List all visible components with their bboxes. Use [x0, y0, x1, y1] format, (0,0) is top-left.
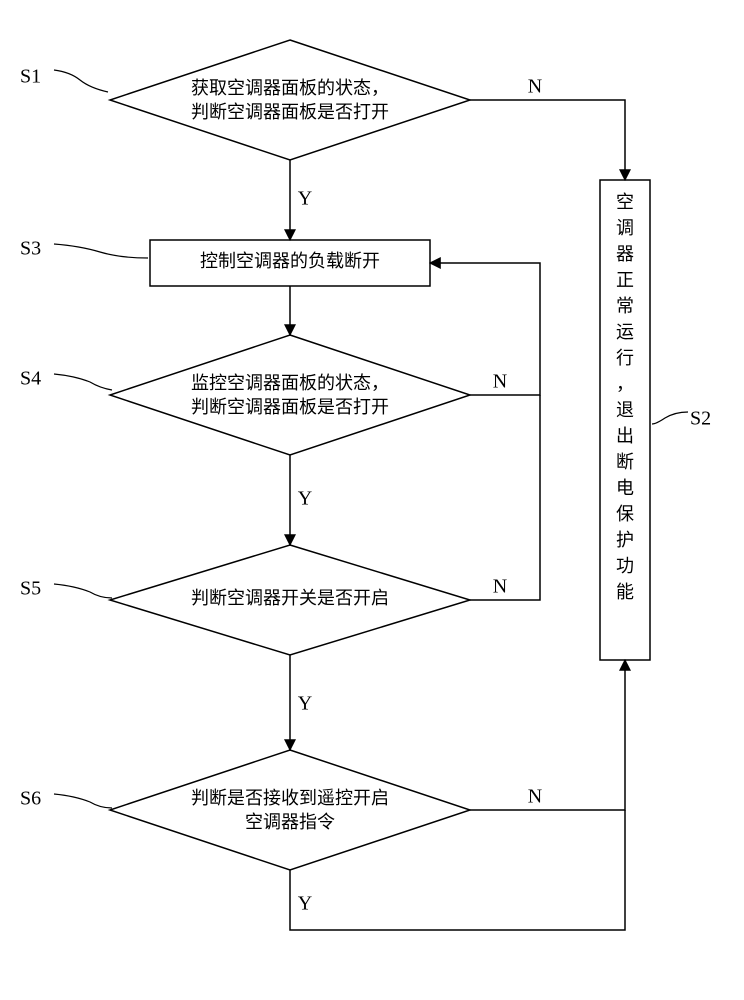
node-s6: 判断是否接收到遥控开启 空调器指令: [110, 750, 470, 870]
s1-line1: 获取空调器面板的状态，: [191, 78, 389, 98]
s2-vertical-text: 空调器正常运行，退出断电保护功能: [616, 192, 634, 602]
diamond-s6: [110, 750, 470, 870]
edgelabel-s4-y: Y: [298, 488, 312, 510]
edgelabel-s6-y: Y: [298, 893, 312, 915]
label-s4: S4: [20, 368, 41, 390]
edge-s1-s2: [470, 100, 625, 180]
label-s2: S2: [690, 408, 711, 430]
edgelabel-s1-y: Y: [298, 188, 312, 210]
callout-s5: S5: [20, 578, 112, 600]
edgelabel-s6-n: N: [528, 786, 542, 808]
edge-s4-s3: [430, 263, 540, 395]
edgelabel-s5-n: N: [493, 576, 507, 598]
callout-s2: S2: [652, 408, 711, 430]
edge-s6-y-merge: [290, 810, 625, 930]
s3-line1: 控制空调器的负载断开: [200, 251, 380, 271]
label-s1: S1: [20, 66, 41, 88]
label-s5: S5: [20, 578, 41, 600]
s1-line2: 判断空调器面板是否打开: [191, 102, 389, 122]
s4-line2: 判断空调器面板是否打开: [191, 397, 389, 417]
node-s1: 获取空调器面板的状态， 判断空调器面板是否打开: [110, 40, 470, 160]
callout-s1: S1: [20, 66, 108, 92]
s4-line1: 监控空调器面板的状态，: [191, 373, 389, 393]
s6-line1: 判断是否接收到遥控开启: [191, 788, 389, 808]
s6-line2: 空调器指令: [245, 812, 335, 832]
label-s3: S3: [20, 238, 41, 260]
callout-s6: S6: [20, 788, 112, 810]
diamond-s4: [110, 335, 470, 455]
edgelabel-s1-n: N: [528, 76, 542, 98]
node-s2: 空调器正常运行，退出断电保护功能: [600, 180, 650, 660]
edge-s6-s2: [470, 660, 625, 810]
diamond-s1: [110, 40, 470, 160]
callout-s3: S3: [20, 238, 148, 260]
edgelabel-s4-n: N: [493, 371, 507, 393]
s5-line1: 判断空调器开关是否开启: [191, 588, 389, 608]
node-s5: 判断空调器开关是否开启: [110, 545, 470, 655]
edgelabel-s5-y: Y: [298, 693, 312, 715]
label-s6: S6: [20, 788, 41, 810]
node-s3: 控制空调器的负载断开: [150, 240, 430, 286]
callout-s4: S4: [20, 368, 112, 390]
node-s4: 监控空调器面板的状态， 判断空调器面板是否打开: [110, 335, 470, 455]
edge-s5-merge: [470, 395, 540, 600]
